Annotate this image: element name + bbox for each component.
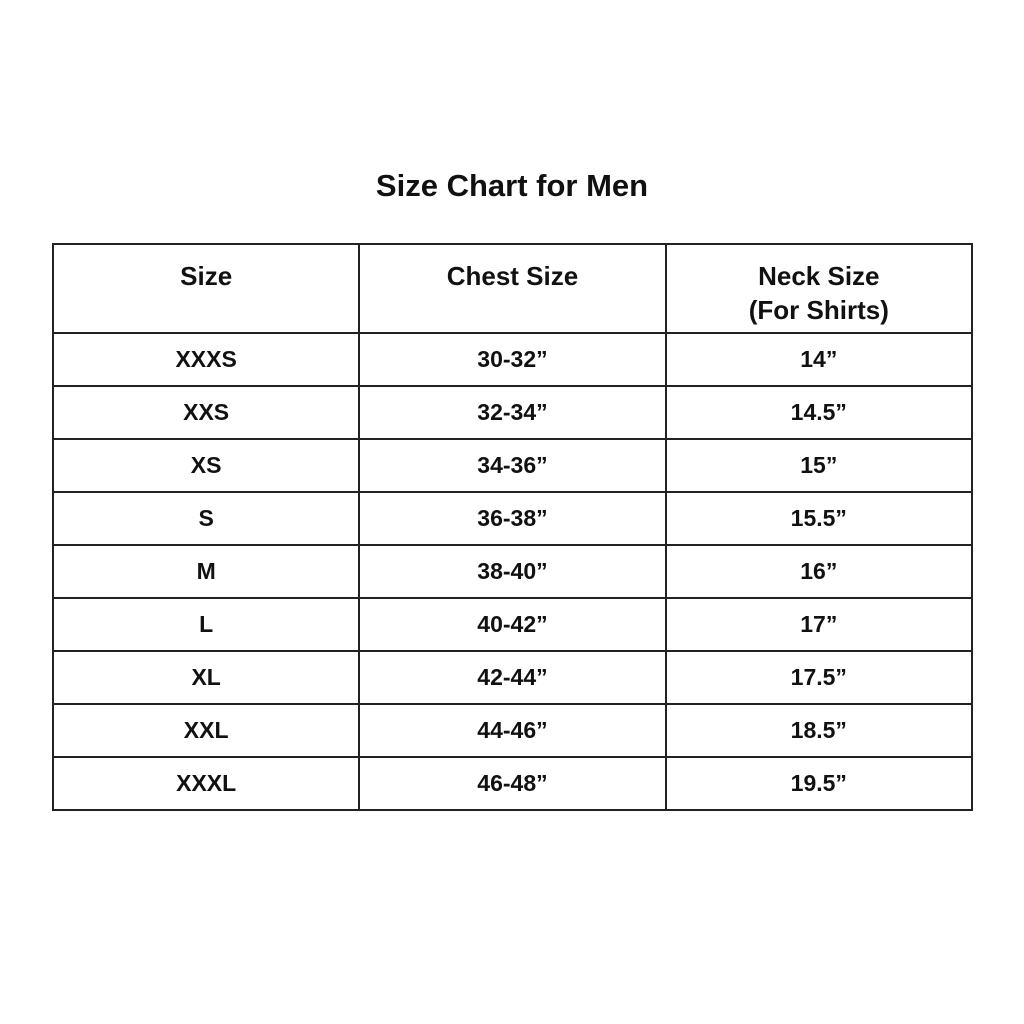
table-row: XXL 44-46” 18.5”: [51, 703, 974, 758]
table-row: XXXS 30-32” 14”: [51, 332, 974, 387]
chest-size-cell: 34-36”: [358, 438, 667, 493]
chest-size-cell: 40-42”: [358, 597, 667, 652]
size-cell: XXL: [51, 703, 361, 758]
header-size: Size: [51, 243, 361, 334]
header-neck-size: Neck Size (For Shirts): [664, 243, 974, 334]
chest-size-cell: 42-44”: [358, 650, 667, 705]
size-cell: XXXS: [51, 332, 361, 387]
chest-size-cell: 36-38”: [358, 491, 667, 546]
neck-size-cell: 15”: [664, 438, 974, 493]
chest-size-cell: 32-34”: [358, 385, 667, 440]
table-row: XXS 32-34” 14.5”: [51, 385, 974, 440]
chest-size-cell: 44-46”: [358, 703, 667, 758]
neck-size-sublabel: (For Shirts): [748, 295, 889, 325]
header-chest-size: Chest Size: [358, 243, 667, 334]
size-cell: M: [51, 544, 361, 599]
chest-size-cell: 38-40”: [358, 544, 667, 599]
table-row: XXXL 46-48” 19.5”: [51, 756, 974, 811]
chest-size-cell: 30-32”: [358, 332, 667, 387]
size-chart-table: Size Chest Size Neck Size (For Shirts) XX…: [51, 243, 974, 811]
table-row: S 36-38” 15.5”: [51, 491, 974, 546]
neck-size-cell: 17.5”: [664, 650, 974, 705]
neck-size-cell: 16”: [664, 544, 974, 599]
header-row: Size Chest Size Neck Size (For Shirts): [51, 243, 974, 334]
table-row: XS 34-36” 15”: [51, 438, 974, 493]
table-row: L 40-42” 17”: [51, 597, 974, 652]
chest-size-cell: 46-48”: [358, 756, 667, 811]
size-cell: XXS: [51, 385, 361, 440]
neck-size-label: Neck Size: [758, 261, 880, 291]
size-cell: XS: [51, 438, 361, 493]
neck-size-cell: 14.5”: [664, 385, 974, 440]
size-cell: XL: [51, 650, 361, 705]
neck-size-cell: 19.5”: [664, 756, 974, 811]
size-cell: S: [51, 491, 361, 546]
table-row: M 38-40” 16”: [51, 544, 974, 599]
neck-size-cell: 15.5”: [664, 491, 974, 546]
page-title: Size Chart for Men: [375, 168, 649, 203]
size-cell: XXXL: [51, 756, 361, 811]
neck-size-cell: 14”: [664, 332, 974, 387]
size-cell: L: [51, 597, 361, 652]
table-row: XL 42-44” 17.5”: [51, 650, 974, 705]
neck-size-cell: 17”: [664, 597, 974, 652]
neck-size-cell: 18.5”: [664, 703, 974, 758]
